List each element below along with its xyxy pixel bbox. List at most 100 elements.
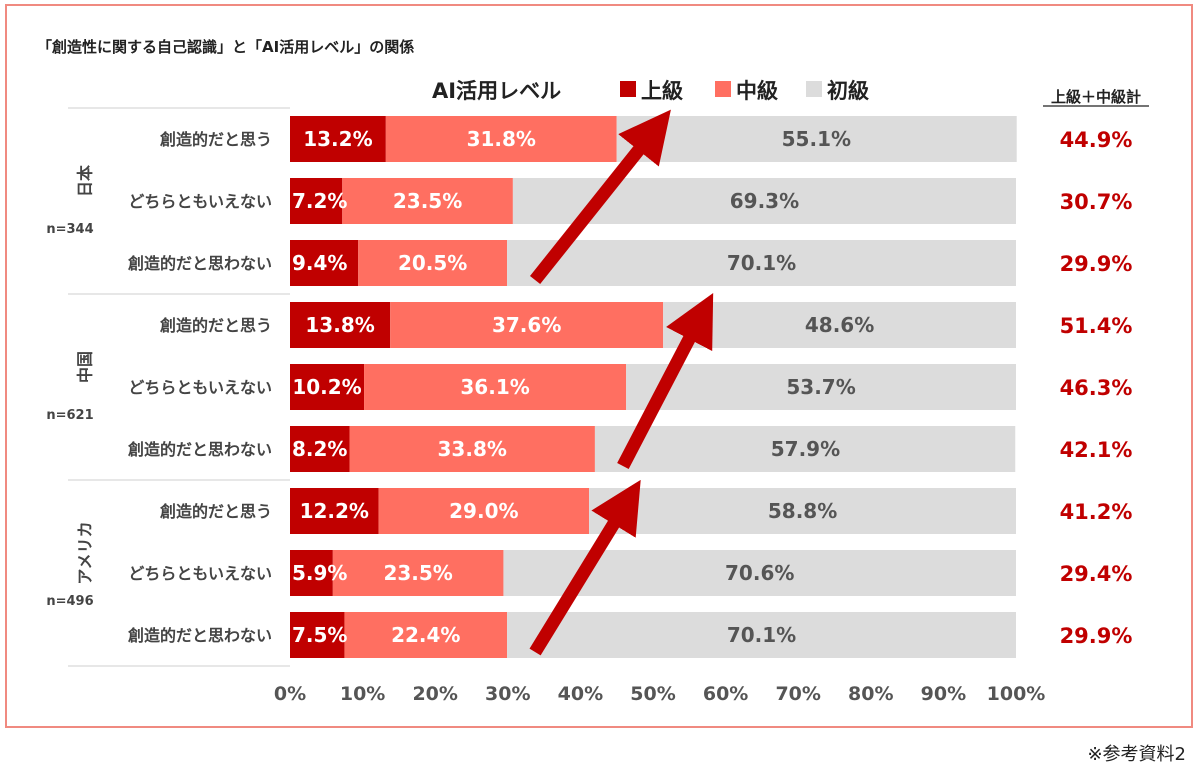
total-header: 上級＋中級計 bbox=[1051, 88, 1141, 106]
x-axis: 0% 10% 20% 30% 40% 50% 60% 70% 80% 90% 100% bbox=[274, 683, 1045, 705]
bar-segment-中級 bbox=[342, 178, 513, 224]
x-tick-label: 70% bbox=[775, 683, 820, 705]
value-label-intermediate: 33.8% bbox=[438, 437, 507, 461]
x-tick-label: 100% bbox=[987, 683, 1046, 705]
reference-note: ※参考資料2 bbox=[1087, 744, 1186, 765]
bar-segment-上級 bbox=[290, 302, 391, 348]
bar-segment-上級 bbox=[290, 364, 365, 410]
value-label-beginner: 58.8% bbox=[768, 499, 837, 523]
bar-segment-上級 bbox=[290, 426, 350, 472]
total-value: 44.9% bbox=[1060, 128, 1133, 152]
value-label-beginner: 55.1% bbox=[782, 127, 851, 151]
bar-segment-中級 bbox=[349, 426, 595, 472]
bar-segment-初級 bbox=[589, 488, 1016, 534]
row-label: 創造的だと思う bbox=[159, 130, 272, 149]
total-value: 30.7% bbox=[1060, 190, 1133, 214]
trend-arrows bbox=[529, 109, 714, 656]
group-n: n=621 bbox=[46, 408, 93, 423]
value-label-beginner: 53.7% bbox=[786, 375, 855, 399]
x-tick-label: 50% bbox=[630, 683, 675, 705]
chart-title: 「創造性に関する自己認識」と「AI活用レベル」の関係 bbox=[37, 38, 415, 56]
total-value: 42.1% bbox=[1060, 438, 1133, 462]
row-labels: 日本n=344創造的だと思うどちらともいえない創造的だと思わない中国n=621創… bbox=[46, 107, 290, 667]
bar-segment-初級 bbox=[594, 426, 1016, 472]
legend-label-1: 中級 bbox=[736, 79, 778, 103]
bar-segment-上級 bbox=[290, 116, 386, 162]
bar-segment-初級 bbox=[507, 240, 1016, 286]
value-label-advanced: 9.4% bbox=[292, 251, 347, 275]
group-name: 日本 bbox=[76, 165, 95, 197]
x-tick-label: 0% bbox=[274, 683, 306, 705]
group-name: 中国 bbox=[76, 351, 95, 383]
value-label-intermediate: 20.5% bbox=[398, 251, 467, 275]
x-tick-label: 90% bbox=[921, 683, 966, 705]
value-label-advanced: 7.5% bbox=[292, 623, 347, 647]
bar-segment-中級 bbox=[390, 302, 664, 348]
bar-segment-中級 bbox=[358, 240, 508, 286]
value-label-advanced: 12.2% bbox=[300, 499, 369, 523]
bar-segment-上級 bbox=[290, 488, 379, 534]
bar-segment-上級 bbox=[290, 612, 345, 658]
totals-column: 上級＋中級計 44.9% 30.7% 29.9% 51.4% 46.3% 42.1% 41.2… bbox=[1043, 88, 1149, 648]
total-value: 29.9% bbox=[1060, 252, 1133, 276]
x-tick-label: 60% bbox=[703, 683, 748, 705]
x-tick-label: 10% bbox=[340, 683, 385, 705]
value-label-beginner: 70.1% bbox=[727, 623, 796, 647]
bar-segment-中級 bbox=[364, 364, 627, 410]
value-label-advanced: 13.8% bbox=[305, 313, 374, 337]
group-n: n=496 bbox=[46, 594, 93, 609]
legend-swatch-2 bbox=[806, 81, 822, 97]
value-label-intermediate: 22.4% bbox=[391, 623, 460, 647]
trend-arrow bbox=[529, 479, 641, 656]
row-label: 創造的だと思わない bbox=[127, 440, 272, 459]
total-value: 51.4% bbox=[1060, 314, 1133, 338]
legend-title: AI活用レベル bbox=[432, 79, 561, 103]
x-tick-label: 30% bbox=[485, 683, 530, 705]
legend: AI活用レベル 上級 中級 初級 bbox=[432, 79, 869, 103]
bar-segment-中級 bbox=[378, 488, 590, 534]
trend-arrow bbox=[617, 292, 714, 470]
legend-swatch-0 bbox=[620, 81, 636, 97]
bar-segment-上級 bbox=[290, 178, 343, 224]
row-label: どちらともいえない bbox=[128, 192, 272, 211]
bars: 13.2% 31.8% 55.1% 7.2% 23.5% 69.3% 9.4% 20.5% 70… bbox=[290, 116, 1017, 658]
value-label-advanced: 13.2% bbox=[303, 127, 372, 151]
value-label-beginner: 70.1% bbox=[727, 251, 796, 275]
bar-segment-上級 bbox=[290, 240, 359, 286]
row-label: どちらともいえない bbox=[128, 378, 272, 397]
value-label-intermediate: 23.5% bbox=[383, 561, 452, 585]
row-label: 創造的だと思う bbox=[159, 502, 272, 521]
value-label-beginner: 48.6% bbox=[805, 313, 874, 337]
group-name: アメリカ bbox=[76, 521, 95, 584]
value-label-intermediate: 29.0% bbox=[449, 499, 518, 523]
value-label-advanced: 7.2% bbox=[292, 189, 347, 213]
bar-segment-中級 bbox=[332, 550, 504, 596]
value-label-intermediate: 36.1% bbox=[460, 375, 529, 399]
row-label: 創造的だと思わない bbox=[127, 626, 272, 645]
row-label: どちらともいえない bbox=[128, 564, 272, 583]
x-tick-label: 20% bbox=[412, 683, 457, 705]
trend-arrow bbox=[529, 109, 671, 285]
value-label-advanced: 5.9% bbox=[292, 561, 347, 585]
bar-segment-初級 bbox=[507, 612, 1016, 658]
value-label-advanced: 8.2% bbox=[292, 437, 347, 461]
total-value: 46.3% bbox=[1060, 376, 1133, 400]
legend-label-2: 初級 bbox=[827, 79, 869, 103]
row-label: 創造的だと思う bbox=[159, 316, 272, 335]
bar-segment-初級 bbox=[616, 116, 1017, 162]
value-label-advanced: 10.2% bbox=[292, 375, 361, 399]
row-label: 創造的だと思わない bbox=[127, 254, 272, 273]
x-tick-label: 80% bbox=[848, 683, 893, 705]
bar-segment-上級 bbox=[290, 550, 333, 596]
bar-segment-初級 bbox=[626, 364, 1016, 410]
total-value: 29.4% bbox=[1060, 562, 1133, 586]
bar-segment-中級 bbox=[385, 116, 617, 162]
value-label-beginner: 57.9% bbox=[771, 437, 840, 461]
x-tick-label: 40% bbox=[558, 683, 603, 705]
value-label-intermediate: 37.6% bbox=[492, 313, 561, 337]
value-label-beginner: 69.3% bbox=[730, 189, 799, 213]
legend-swatch-1 bbox=[715, 81, 731, 97]
value-label-intermediate: 23.5% bbox=[393, 189, 462, 213]
total-value: 29.9% bbox=[1060, 624, 1133, 648]
